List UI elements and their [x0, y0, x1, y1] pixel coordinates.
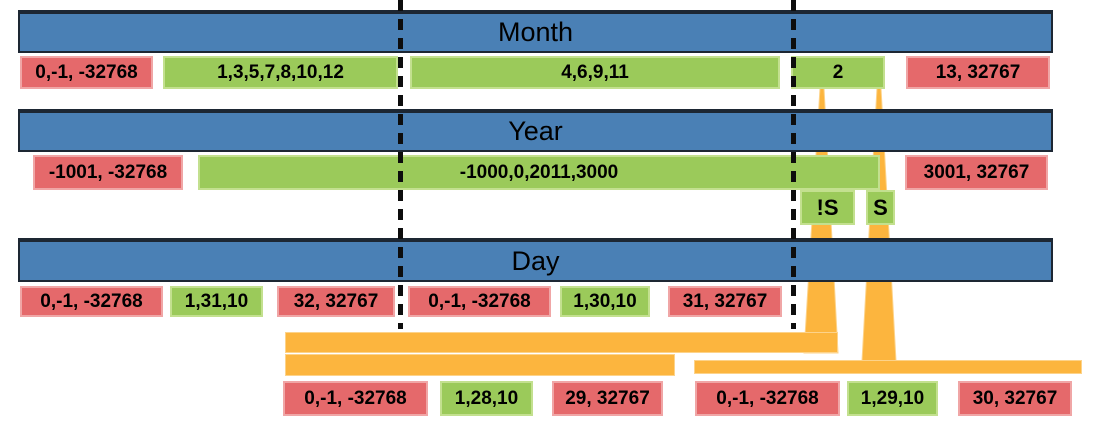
month-31day-box: 1,3,5,7,8,10,12 — [163, 56, 398, 89]
month-bar-label: Month — [497, 17, 574, 47]
feb-nonleap-valid-box: 1,28,10 — [440, 381, 533, 416]
month-30day-box: 4,6,9,11 — [410, 56, 780, 89]
feb-leap-invalid-low-box: 0,-1, -32768 — [695, 381, 840, 416]
feb-leap-valid-box: 1,29,10 — [847, 381, 938, 416]
day31-valid-box: 1,31,10 — [170, 286, 263, 317]
month-bar: Month — [18, 10, 1053, 53]
feb-nonleap-invalid-low-box: 0,-1, -32768 — [283, 381, 428, 416]
leap-flag-box: S — [866, 190, 895, 225]
year-invalid-low-box: -1001, -32768 — [33, 155, 183, 190]
day31-invalid-high-box: 32, 32767 — [277, 286, 395, 317]
nonleap-february-bar — [285, 354, 675, 376]
feb-leap-invalid-high-box: 30, 32767 — [958, 381, 1072, 416]
feb-nonleap-invalid-high-box: 29, 32767 — [552, 381, 663, 416]
year-bar: Year — [18, 109, 1053, 152]
day30-valid-box: 1,30,10 — [560, 286, 650, 317]
not-leap-flag-box: !S — [800, 190, 855, 225]
year-valid-box: -1000,0,2011,3000 — [198, 155, 880, 190]
month-invalid-high-box: 13, 32767 — [906, 56, 1050, 89]
year-bar-label: Year — [508, 116, 563, 146]
month-invalid-low-box: 0,-1, -32768 — [20, 56, 153, 89]
day30-invalid-low-box: 0,-1, -32768 — [408, 286, 551, 317]
divider-31-30-months — [398, 0, 403, 329]
month-february-box: 2 — [791, 56, 885, 89]
divider-30-feb-months — [791, 0, 796, 329]
day30-invalid-high-box: 31, 32767 — [668, 286, 782, 317]
day31-invalid-low-box: 0,-1, -32768 — [20, 286, 163, 317]
day-bar: Day — [18, 238, 1053, 282]
leap-february-bar — [694, 360, 1082, 374]
nonleap-connector-bar — [285, 332, 838, 353]
year-invalid-high-box: 3001, 32767 — [905, 155, 1048, 190]
day-bar-label: Day — [511, 245, 560, 276]
